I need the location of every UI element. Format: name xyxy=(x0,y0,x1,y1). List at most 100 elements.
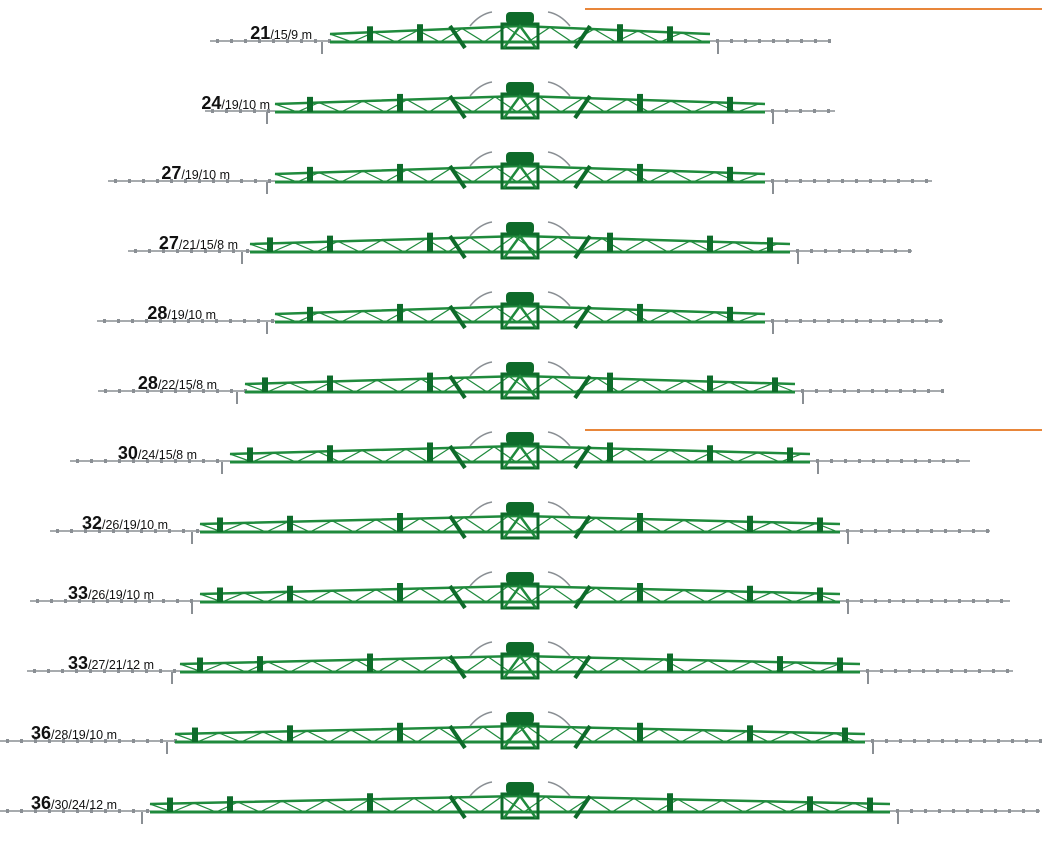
extension-nozzle xyxy=(771,109,774,113)
boom-main-width: 24 xyxy=(201,93,222,113)
boom-section-widths: /26/19/10 m xyxy=(101,518,168,532)
extension-nozzle xyxy=(168,529,171,533)
hydraulic-arm xyxy=(547,501,571,517)
extension-nozzle xyxy=(190,599,193,603)
boom-fold-joint xyxy=(397,163,403,182)
extension-nozzle xyxy=(828,39,831,43)
extension-nozzle xyxy=(34,809,37,813)
extension-nozzle xyxy=(897,319,900,323)
extension-nozzle xyxy=(871,389,874,393)
extension-nozzle xyxy=(880,249,883,253)
hydraulic-arm xyxy=(469,361,493,377)
extension-nozzle xyxy=(240,179,243,183)
extension-nozzle xyxy=(816,459,819,463)
center-head xyxy=(506,432,534,444)
extension-nozzle xyxy=(268,179,271,183)
center-frame-brace xyxy=(502,303,538,329)
extension-nozzle xyxy=(916,529,919,533)
hydraulic-arm xyxy=(469,221,493,237)
extension-nozzle xyxy=(785,109,788,113)
center-head xyxy=(506,82,534,94)
extension-nozzle xyxy=(114,179,117,183)
boom-truss-bracing xyxy=(249,235,779,253)
center-head xyxy=(506,712,534,724)
extension-nozzle xyxy=(142,179,145,183)
extension-nozzle xyxy=(827,179,830,183)
boom-fold-joint xyxy=(397,583,403,602)
extension-nozzle xyxy=(869,319,872,323)
center-head xyxy=(506,782,534,794)
center-frame-brace xyxy=(502,163,538,189)
extension-nozzle xyxy=(89,669,92,673)
extension-nozzle xyxy=(103,669,106,673)
extension-nozzle xyxy=(190,249,193,253)
boom-main-width: 32 xyxy=(81,513,102,533)
hydraulic-arm xyxy=(469,11,493,27)
extension-nozzle xyxy=(829,389,832,393)
boom-row: 36/30/24/12 m xyxy=(0,770,1042,840)
boom-fold-joint xyxy=(637,93,643,112)
boom-arm xyxy=(573,374,592,400)
extension-nozzle xyxy=(924,809,927,813)
boom-drawing xyxy=(98,361,944,404)
extension-nozzle xyxy=(226,179,229,183)
extension-nozzle xyxy=(120,599,123,603)
boom-fold-joint xyxy=(227,796,233,812)
extension-nozzle xyxy=(958,599,961,603)
extension-nozzle xyxy=(927,739,930,743)
extension-nozzle xyxy=(117,669,120,673)
hydraulic-arm xyxy=(547,151,571,167)
extension-nozzle xyxy=(182,529,185,533)
extension-nozzle xyxy=(744,39,747,43)
boom-drawing xyxy=(27,641,1013,684)
extension-nozzle xyxy=(232,249,235,253)
extension-nozzle xyxy=(145,319,148,323)
extension-nozzle xyxy=(1039,739,1042,743)
extension-nozzle xyxy=(62,809,65,813)
accent-divider-top xyxy=(585,8,1042,10)
extension-nozzle xyxy=(140,529,143,533)
extension-nozzle xyxy=(771,319,774,323)
extension-nozzle xyxy=(911,179,914,183)
extension-nozzle xyxy=(148,249,151,253)
boom-fold-joint xyxy=(747,725,753,742)
extension-nozzle xyxy=(173,319,176,323)
extension-nozzle xyxy=(239,109,242,113)
extension-nozzle xyxy=(131,319,134,323)
extension-nozzle xyxy=(117,319,120,323)
boom-truss-bracing xyxy=(179,655,841,673)
extension-nozzle xyxy=(159,319,162,323)
extension-nozzle xyxy=(212,179,215,183)
hydraulic-arm xyxy=(469,81,493,97)
boom-fold-joint xyxy=(262,377,268,392)
extension-nozzle xyxy=(883,319,886,323)
boom-main-width: 33 xyxy=(67,653,88,673)
boom-fold-joint xyxy=(817,517,823,532)
extension-nozzle xyxy=(176,249,179,253)
extension-nozzle xyxy=(174,389,177,393)
hydraulic-arm xyxy=(469,151,493,167)
boom-section-widths: /19/10 m xyxy=(181,168,230,182)
extension-nozzle xyxy=(132,739,135,743)
hydraulic-arm xyxy=(547,291,571,307)
extension-nozzle xyxy=(104,739,107,743)
boom-fold-joint xyxy=(637,722,643,742)
extension-nozzle xyxy=(908,249,911,253)
extension-nozzle xyxy=(958,529,961,533)
boom-truss-bracing xyxy=(244,375,796,393)
extension-nozzle xyxy=(956,459,959,463)
extension-nozzle xyxy=(146,389,149,393)
boom-fold-joint xyxy=(807,796,813,812)
extension-nozzle xyxy=(128,179,131,183)
center-head xyxy=(506,362,534,374)
extension-nozzle xyxy=(132,389,135,393)
hydraulic-arm xyxy=(547,11,571,27)
boom-section-widths: /19/10 m xyxy=(167,308,216,322)
boom-fold-joint xyxy=(667,793,673,812)
boom-arm xyxy=(573,24,592,50)
extension-nozzle xyxy=(173,669,176,673)
extension-nozzle xyxy=(156,179,159,183)
extension-nozzle xyxy=(785,319,788,323)
center-frame-brace xyxy=(502,653,538,679)
extension-nozzle xyxy=(813,109,816,113)
